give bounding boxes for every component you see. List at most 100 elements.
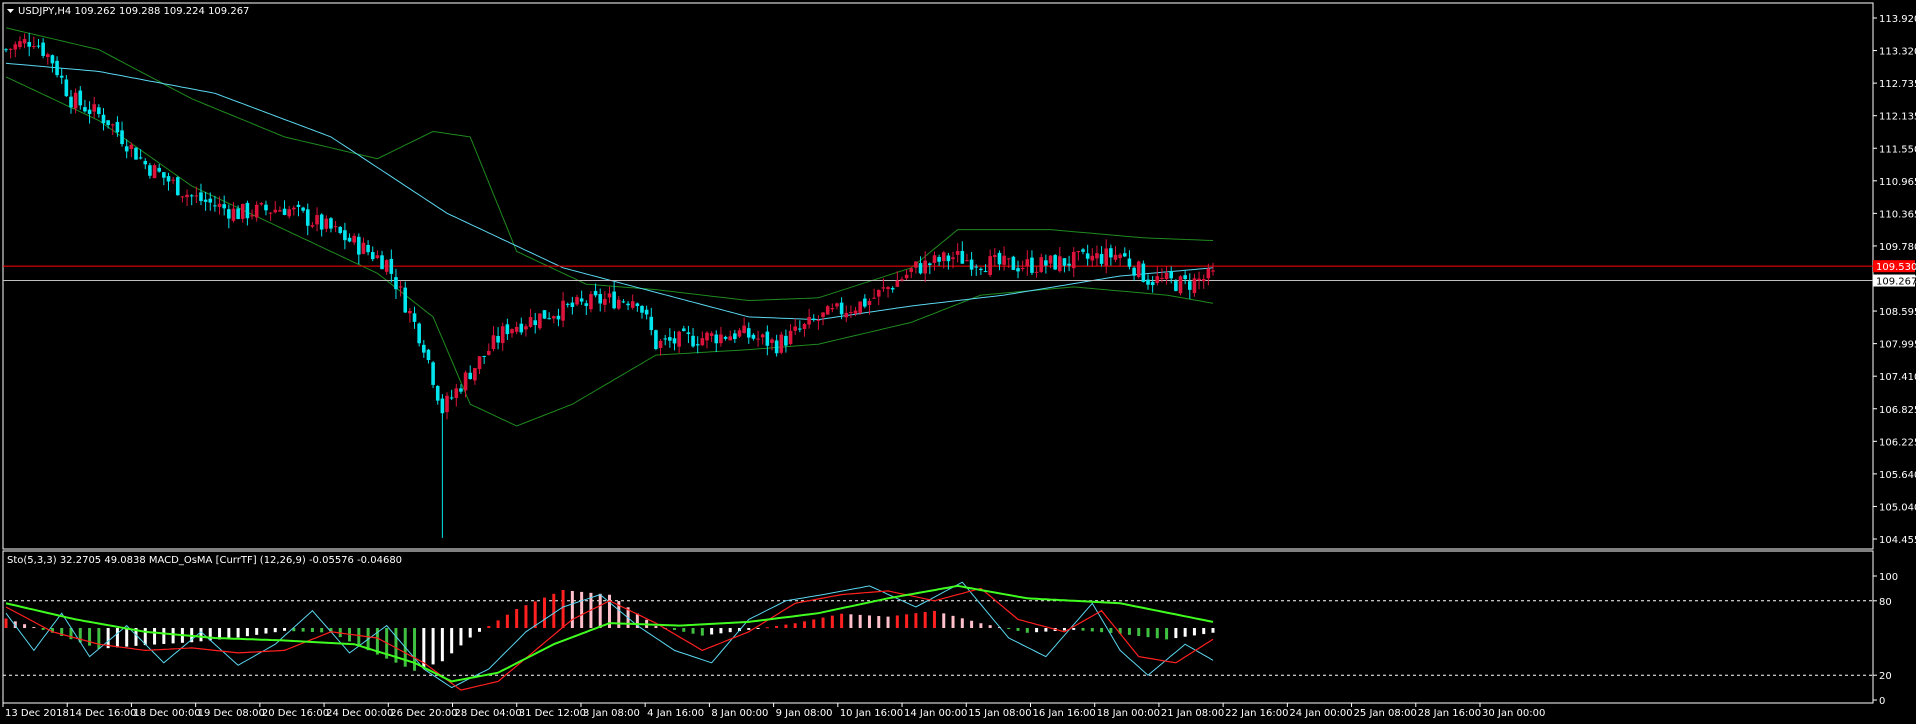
candle-body (1020, 267, 1025, 269)
time-tick-label: 21 Jan 08:00 (1161, 708, 1224, 719)
candle-body (626, 303, 630, 306)
osma-bar (255, 628, 259, 635)
candle-body (152, 165, 157, 179)
candle-body (825, 306, 830, 315)
osma-bar (672, 628, 676, 630)
price-tick-label: 110.965 (1879, 177, 1916, 188)
time-tick-label: 8 Jan 00:00 (711, 708, 768, 719)
candle-body (319, 214, 324, 230)
osma-bar (533, 601, 537, 628)
candle-body (227, 209, 231, 219)
osma-bar (598, 593, 602, 628)
dropdown-triangle-icon[interactable] (7, 9, 14, 13)
candle-body (361, 242, 366, 254)
osma-bar (162, 628, 166, 644)
candle-body (691, 335, 695, 347)
candle-body (83, 107, 87, 112)
candle-body (1002, 255, 1006, 265)
osma-bar (802, 621, 806, 628)
price-tick-label: 107.995 (1879, 340, 1916, 351)
osma-bar (375, 628, 379, 655)
candle-body (1118, 254, 1122, 259)
candle-body (166, 176, 171, 182)
candle-body (1044, 260, 1048, 266)
candle-body (1025, 259, 1030, 267)
candle-body (988, 256, 992, 275)
candle-body (459, 388, 463, 392)
candle-body (807, 316, 811, 325)
candle-body (115, 121, 120, 133)
candle-body (278, 210, 282, 212)
osma-bar (1192, 628, 1196, 636)
osma-bar (88, 628, 92, 646)
candle-body (199, 192, 203, 201)
candle-body (951, 257, 955, 260)
osma-bar (747, 628, 751, 630)
osma-bar (1202, 628, 1206, 635)
price-tick-label: 112.135 (1879, 112, 1916, 123)
osma-bar (617, 601, 621, 628)
candle-body (1071, 251, 1076, 269)
candle-body (844, 312, 849, 318)
candle-body (811, 318, 816, 321)
time-tick-label: 13 Dec 2018 (5, 708, 69, 719)
time-tick-label: 3 Jan 08:00 (583, 708, 640, 719)
osma-bar (505, 614, 509, 628)
osma-bar (125, 628, 129, 647)
osma-bar (487, 626, 491, 628)
level-price-label: 109.530 (1876, 262, 1916, 273)
osma-bar (69, 628, 73, 640)
candle-body (644, 309, 649, 315)
osma-bar (1183, 628, 1187, 637)
osma-bar (13, 621, 17, 628)
price-tick-label: 113.320 (1879, 47, 1916, 58)
price-tick-label: 104.455 (1879, 535, 1916, 546)
osma-bar (756, 628, 760, 629)
candle-body (78, 90, 83, 106)
candle-body (760, 334, 765, 338)
osma-bar (264, 628, 268, 634)
time-tick-label: 14 Jan 00:00 (904, 708, 967, 719)
osma-bar (877, 616, 881, 628)
osma-bar (32, 627, 36, 629)
candle-body (217, 203, 222, 207)
osma-bar (710, 628, 714, 635)
candle-body (830, 308, 835, 310)
time-tick-label: 22 Jan 16:00 (1225, 708, 1288, 719)
candle-body (449, 397, 454, 399)
candle-body (287, 209, 291, 217)
osma-bar (552, 593, 556, 628)
candle-body (607, 293, 612, 298)
candle-body (426, 349, 431, 361)
candle-body (143, 160, 148, 165)
candle-body (69, 96, 73, 108)
candle-body (542, 310, 547, 319)
osma-bar (858, 614, 862, 628)
candle-body (1122, 253, 1127, 257)
candle-body (347, 237, 352, 242)
osma-bar (23, 624, 27, 628)
candle-body (774, 340, 779, 354)
price-tick-label: 110.365 (1879, 209, 1916, 220)
indicator-layer (3, 581, 1873, 691)
osma-bar (218, 628, 222, 640)
candle-body (547, 318, 551, 320)
osma-bar (440, 628, 444, 662)
candle-body (120, 130, 124, 145)
indicator-pane[interactable] (2, 550, 1874, 704)
candle-body (454, 388, 459, 399)
candle-body (431, 362, 435, 385)
candle-body (180, 196, 185, 198)
osma-bar (867, 615, 871, 628)
candle-body (570, 302, 575, 307)
price-pane[interactable] (2, 2, 1874, 550)
candle-body (923, 260, 927, 274)
candle-body (677, 331, 681, 347)
candle-body (575, 297, 579, 305)
osma-bar (719, 628, 723, 634)
time-tick-label: 18 Jan 00:00 (1097, 708, 1160, 719)
candle-body (1146, 279, 1150, 285)
candle-body (27, 42, 32, 47)
candle-body (477, 356, 482, 370)
